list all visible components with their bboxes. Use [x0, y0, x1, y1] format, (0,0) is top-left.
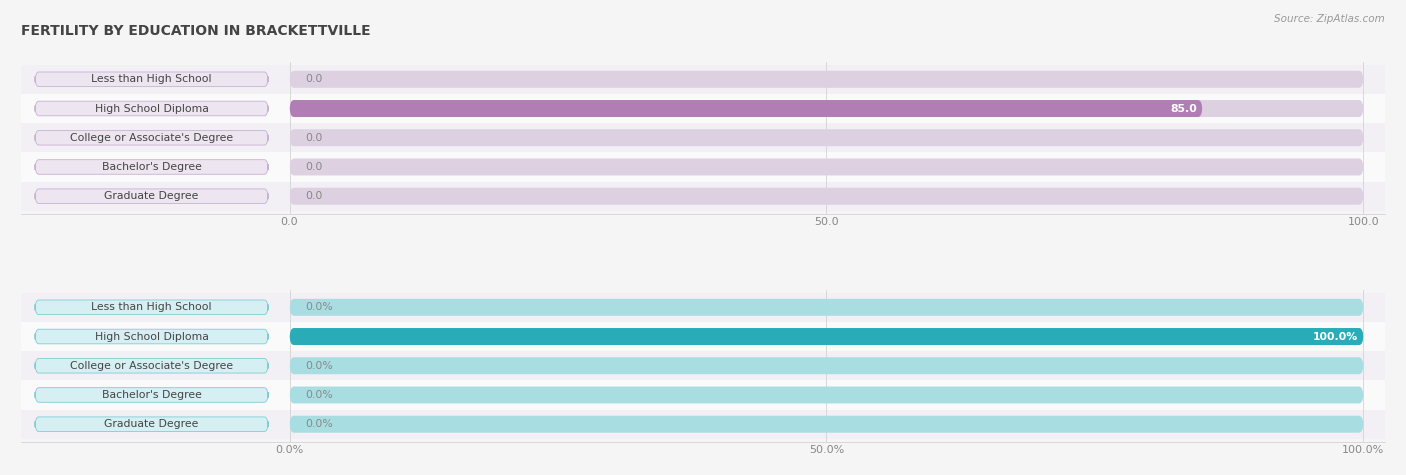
Text: 0.0%: 0.0%: [305, 390, 333, 400]
FancyBboxPatch shape: [35, 300, 269, 314]
Text: High School Diploma: High School Diploma: [94, 332, 208, 342]
Text: Graduate Degree: Graduate Degree: [104, 191, 198, 201]
Text: 0.0: 0.0: [305, 74, 323, 84]
Text: Source: ZipAtlas.com: Source: ZipAtlas.com: [1274, 14, 1385, 24]
Text: Bachelor's Degree: Bachelor's Degree: [101, 162, 201, 172]
FancyBboxPatch shape: [290, 357, 1364, 374]
Bar: [21, 380, 1385, 409]
FancyBboxPatch shape: [290, 188, 1364, 205]
Bar: [21, 293, 1385, 322]
FancyBboxPatch shape: [290, 328, 1364, 345]
Text: College or Associate's Degree: College or Associate's Degree: [70, 133, 233, 143]
Bar: [21, 181, 1385, 211]
FancyBboxPatch shape: [35, 417, 269, 431]
Text: Less than High School: Less than High School: [91, 302, 212, 312]
Bar: [21, 152, 1385, 181]
Text: College or Associate's Degree: College or Associate's Degree: [70, 361, 233, 371]
FancyBboxPatch shape: [35, 388, 269, 402]
FancyBboxPatch shape: [35, 131, 269, 145]
Bar: [21, 65, 1385, 94]
FancyBboxPatch shape: [290, 129, 1364, 146]
Text: High School Diploma: High School Diploma: [94, 104, 208, 114]
FancyBboxPatch shape: [290, 387, 1364, 403]
Text: Bachelor's Degree: Bachelor's Degree: [101, 390, 201, 400]
FancyBboxPatch shape: [35, 101, 269, 116]
Bar: [21, 123, 1385, 152]
FancyBboxPatch shape: [290, 159, 1364, 175]
FancyBboxPatch shape: [290, 416, 1364, 433]
FancyBboxPatch shape: [290, 328, 1364, 345]
FancyBboxPatch shape: [35, 189, 269, 203]
Text: 0.0: 0.0: [305, 133, 323, 143]
Bar: [21, 351, 1385, 380]
FancyBboxPatch shape: [290, 299, 1364, 316]
Text: 100.0%: 100.0%: [1313, 332, 1358, 342]
Bar: [21, 409, 1385, 439]
FancyBboxPatch shape: [290, 100, 1364, 117]
Text: Graduate Degree: Graduate Degree: [104, 419, 198, 429]
FancyBboxPatch shape: [35, 359, 269, 373]
Text: 85.0: 85.0: [1170, 104, 1197, 114]
FancyBboxPatch shape: [35, 329, 269, 344]
Text: FERTILITY BY EDUCATION IN BRACKETTVILLE: FERTILITY BY EDUCATION IN BRACKETTVILLE: [21, 24, 371, 38]
FancyBboxPatch shape: [290, 100, 1202, 117]
Bar: [21, 322, 1385, 351]
FancyBboxPatch shape: [35, 72, 269, 86]
Bar: [21, 94, 1385, 123]
FancyBboxPatch shape: [290, 71, 1364, 88]
Text: 0.0%: 0.0%: [305, 302, 333, 312]
Text: Less than High School: Less than High School: [91, 74, 212, 84]
Text: 0.0: 0.0: [305, 162, 323, 172]
FancyBboxPatch shape: [35, 160, 269, 174]
Text: 0.0: 0.0: [305, 191, 323, 201]
Text: 0.0%: 0.0%: [305, 361, 333, 371]
Text: 0.0%: 0.0%: [305, 419, 333, 429]
